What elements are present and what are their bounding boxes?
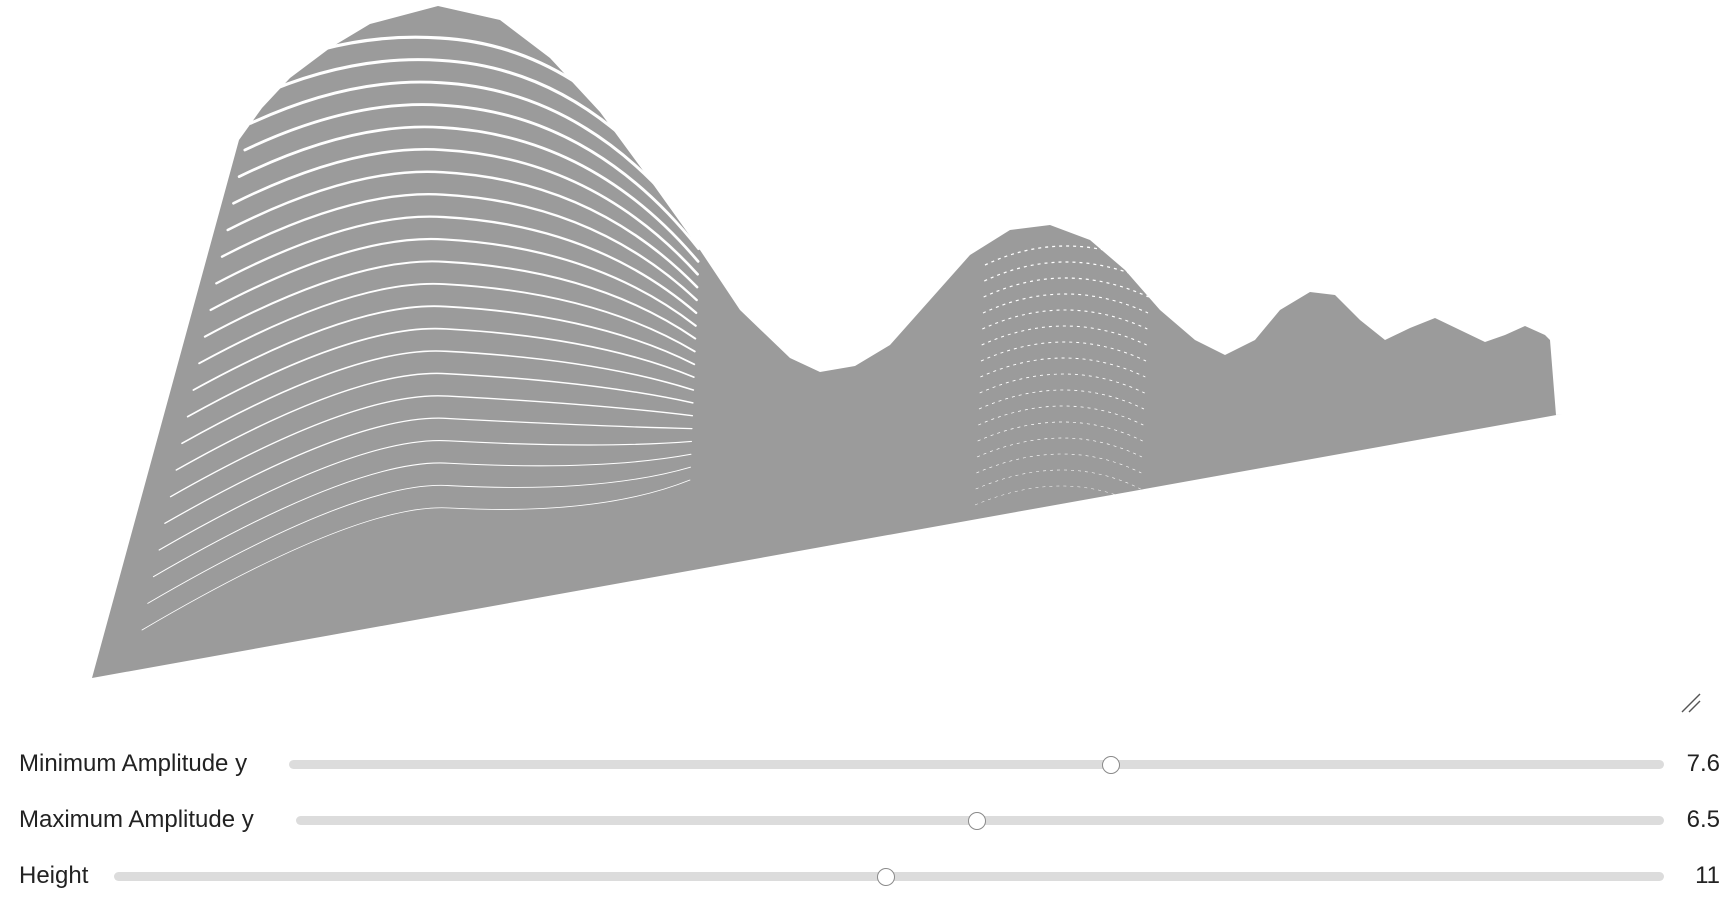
resize-grip-icon[interactable] <box>1680 692 1702 714</box>
max-amplitude-value: 6.5 <box>1686 806 1720 833</box>
height-value: 11 <box>1695 862 1720 889</box>
mesh-gap-arc <box>979 373 1145 394</box>
max-amplitude-slider[interactable] <box>296 811 1664 830</box>
mesh-gap-arc <box>249 80 701 238</box>
mesh-gap-arc <box>181 350 695 445</box>
min-amplitude-control: Minimum Amplitude y 7.6 <box>0 736 1730 792</box>
mesh-gap-arc <box>984 261 1150 282</box>
mesh-gap-arc <box>977 421 1143 442</box>
mesh-gap-arc <box>984 245 1151 266</box>
controls-panel: Minimum Amplitude y 7.6 Maximum Amplitud… <box>0 736 1730 904</box>
mesh-gap-arc <box>981 325 1147 346</box>
min-amplitude-slider[interactable] <box>289 755 1664 774</box>
mesh-gap-arc <box>978 389 1145 410</box>
mesh-gap-arc <box>198 282 696 365</box>
min-amplitude-label: Minimum Amplitude y <box>19 750 248 777</box>
mesh-gap-arc <box>237 125 700 263</box>
mesh-gap-arc <box>152 453 692 578</box>
mesh-gap-arc <box>147 466 691 604</box>
mesh-gap-arc <box>980 341 1147 362</box>
3d-plot-viewport[interactable] <box>0 0 1730 720</box>
mesh-gap-arc <box>169 395 694 498</box>
mesh-gap-arc <box>203 260 697 340</box>
mesh-gap-arc <box>164 417 693 524</box>
mesh-gap-arc <box>158 439 692 551</box>
mesh-gap-arc <box>975 469 1141 490</box>
max-amplitude-control: Maximum Amplitude y 6.5 <box>0 792 1730 848</box>
max-amplitude-label: Maximum Amplitude y <box>19 806 254 833</box>
mesh-gap-arc <box>243 103 701 251</box>
mesh-gap-arc <box>226 170 699 289</box>
mesh-gap-arc <box>260 35 702 212</box>
mesh-gap-arc <box>254 58 702 225</box>
mesh-gap-arc <box>220 193 698 302</box>
wave-surface-plot[interactable] <box>0 0 1730 720</box>
mesh-gap-arc <box>983 277 1149 298</box>
mesh-gap-arc <box>976 453 1142 474</box>
height-label: Height <box>19 862 89 889</box>
mesh-gap-arc <box>186 327 695 418</box>
mesh-gap-arc <box>192 305 696 391</box>
height-control: Height 11 <box>0 848 1730 904</box>
height-slider-thumb[interactable] <box>876 867 895 886</box>
mesh-gap-arc <box>982 309 1148 330</box>
mesh-gap-arc <box>175 372 694 471</box>
mesh-gap-arc <box>215 215 698 315</box>
mesh-gap-arc <box>976 437 1143 458</box>
surface-mesh-gaps <box>141 35 1151 631</box>
max-amplitude-slider-thumb[interactable] <box>968 811 987 830</box>
surface-body <box>92 6 1562 678</box>
mesh-gap-arc <box>978 405 1144 426</box>
mesh-gap-arc <box>232 148 699 276</box>
mesh-gap-arc <box>980 357 1146 378</box>
mesh-gap-arc <box>982 293 1149 314</box>
mesh-gap-arc <box>974 485 1141 506</box>
mesh-gap-arc <box>141 479 691 631</box>
min-amplitude-value: 7.6 <box>1686 750 1720 777</box>
min-amplitude-slider-thumb[interactable] <box>1102 755 1121 774</box>
mesh-gap-arc <box>209 237 697 327</box>
height-slider[interactable] <box>114 867 1664 886</box>
